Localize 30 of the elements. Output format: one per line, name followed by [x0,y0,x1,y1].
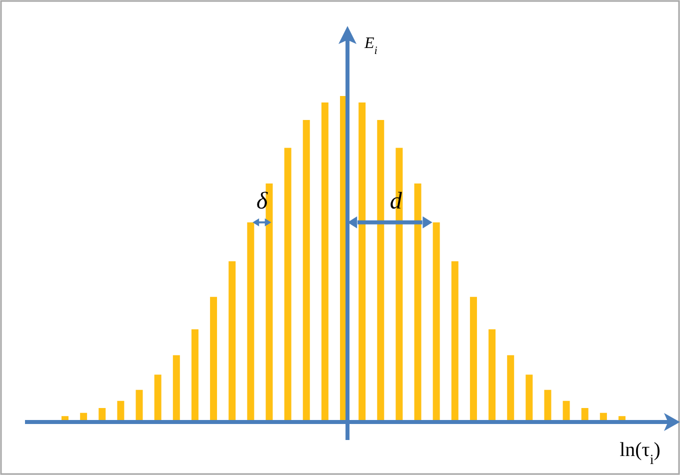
bar [526,374,533,420]
bar [302,120,310,420]
x-axis-title: ln(τ$_{i}$) [620,439,660,468]
bar [191,329,198,420]
bar [432,222,440,420]
bar [228,261,236,420]
bar [377,120,384,420]
bar [470,296,477,420]
bar [136,390,143,420]
bar [172,355,180,420]
bar [488,329,496,420]
bar [507,355,514,420]
bar [581,408,588,420]
bar [117,400,124,420]
bar [451,261,458,420]
bar [247,222,254,420]
bar [210,296,218,420]
bar [154,374,162,420]
bar [618,416,626,420]
bar [98,408,106,420]
y-axis-title: E$_{i}$ [364,35,378,57]
bar [414,183,422,420]
bar [80,412,88,420]
bar [544,390,552,420]
bar [600,412,607,420]
bar [284,148,292,420]
bar [562,400,570,420]
bar [358,102,366,420]
bar [321,102,328,420]
bar [62,416,68,420]
